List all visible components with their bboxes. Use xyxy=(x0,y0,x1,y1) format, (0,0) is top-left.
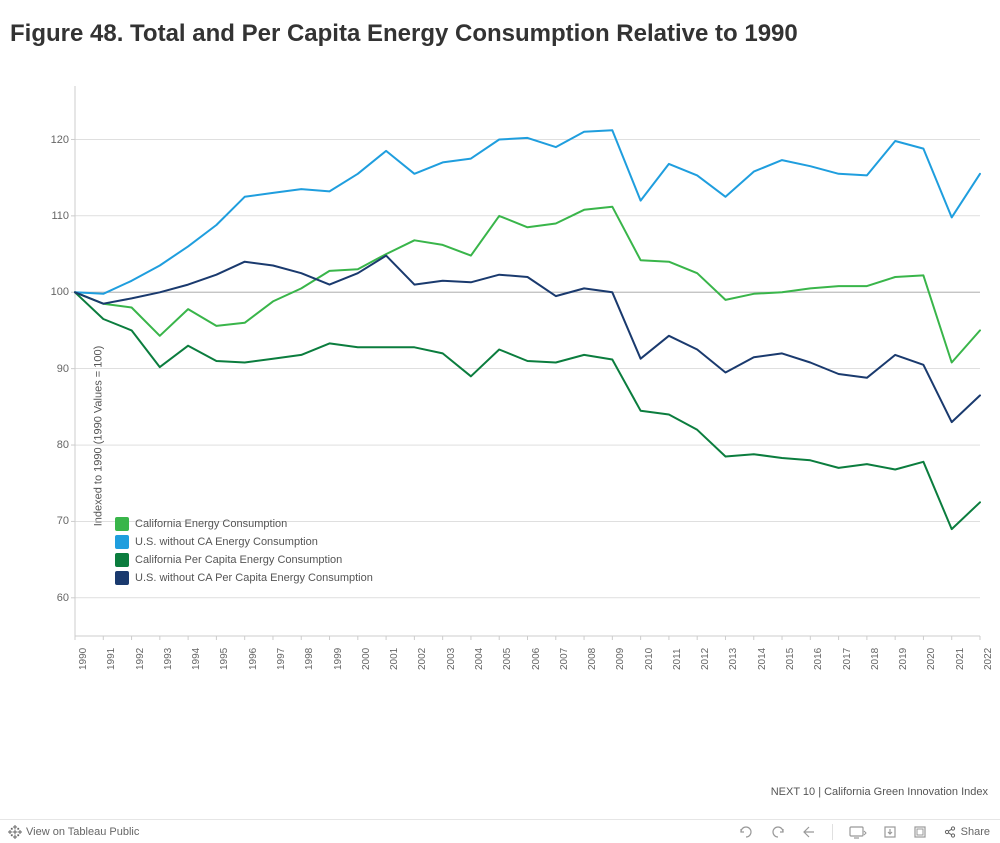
line-chart[interactable] xyxy=(0,76,990,736)
x-tick-label: 2009 xyxy=(615,648,626,670)
legend-label: U.S. without CA Energy Consumption xyxy=(135,536,318,548)
x-tick-label: 2017 xyxy=(842,648,853,670)
x-tick-label: 2013 xyxy=(728,648,739,670)
legend-label: California Per Capita Energy Consumption xyxy=(135,554,342,566)
chart-title: Figure 48. Total and Per Capita Energy C… xyxy=(0,16,1000,48)
legend-swatch xyxy=(115,535,129,549)
legend-swatch xyxy=(115,553,129,567)
x-tick-label: 2011 xyxy=(672,649,683,671)
x-tick-label: 1994 xyxy=(191,648,202,670)
x-tick-label: 2010 xyxy=(644,648,655,670)
x-tick-label: 2008 xyxy=(587,648,598,670)
legend-label: California Energy Consumption xyxy=(135,518,287,530)
x-tick-label: 1992 xyxy=(135,648,146,670)
series-line[interactable] xyxy=(75,130,980,293)
legend: California Energy Consumption U.S. withou… xyxy=(115,516,373,588)
x-tick-label: 1999 xyxy=(333,648,344,670)
x-tick-label: 2004 xyxy=(474,648,485,670)
y-tick-label: 100 xyxy=(41,286,69,298)
tableau-toolbar: View on Tableau Public Share xyxy=(0,819,1000,843)
legend-item[interactable]: California Energy Consumption xyxy=(115,516,373,532)
x-tick-label: 2006 xyxy=(531,648,542,670)
x-tick-label: 2018 xyxy=(870,648,881,670)
x-tick-label: 2021 xyxy=(955,648,966,670)
x-tick-label: 2001 xyxy=(389,648,400,670)
x-tick-label: 2007 xyxy=(559,648,570,670)
x-tick-label: 1996 xyxy=(248,648,259,670)
source-credit: NEXT 10 | California Green Innovation In… xyxy=(771,786,988,798)
toolbar-divider xyxy=(832,824,833,840)
x-tick-label: 1993 xyxy=(163,648,174,670)
x-tick-label: 2019 xyxy=(898,648,909,670)
legend-item[interactable]: California Per Capita Energy Consumption xyxy=(115,552,373,568)
legend-item[interactable]: U.S. without CA Energy Consumption xyxy=(115,534,373,550)
legend-swatch xyxy=(115,517,129,531)
legend-label: U.S. without CA Per Capita Energy Consum… xyxy=(135,572,373,584)
y-tick-label: 60 xyxy=(41,592,69,604)
chart-area: Indexed to 1990 (1990 Values = 100) Cali… xyxy=(0,76,1000,796)
y-tick-label: 120 xyxy=(41,134,69,146)
view-on-tableau-label: View on Tableau Public xyxy=(26,826,139,838)
x-tick-label: 2015 xyxy=(785,648,796,670)
x-tick-label: 2002 xyxy=(417,648,428,670)
x-tick-label: 2016 xyxy=(813,648,824,670)
x-tick-label: 1995 xyxy=(219,648,230,670)
x-tick-label: 2003 xyxy=(446,648,457,670)
series-line[interactable] xyxy=(75,292,980,529)
legend-item[interactable]: U.S. without CA Per Capita Energy Consum… xyxy=(115,570,373,586)
y-tick-label: 80 xyxy=(41,439,69,451)
x-tick-label: 1998 xyxy=(304,648,315,670)
x-tick-label: 1997 xyxy=(276,648,287,670)
x-tick-label: 2012 xyxy=(700,648,711,670)
share-label: Share xyxy=(961,826,990,838)
x-tick-label: 2000 xyxy=(361,648,372,670)
x-tick-label: 1991 xyxy=(106,648,117,670)
y-tick-label: 90 xyxy=(41,363,69,375)
x-tick-label: 1990 xyxy=(78,648,89,670)
x-tick-label: 2005 xyxy=(502,648,513,670)
x-tick-label: 2020 xyxy=(926,648,937,670)
x-tick-label: 2014 xyxy=(757,648,768,670)
x-tick-label: 2022 xyxy=(983,648,994,670)
y-tick-label: 70 xyxy=(41,515,69,527)
series-line[interactable] xyxy=(75,256,980,423)
legend-swatch xyxy=(115,571,129,585)
y-tick-label: 110 xyxy=(41,210,69,222)
